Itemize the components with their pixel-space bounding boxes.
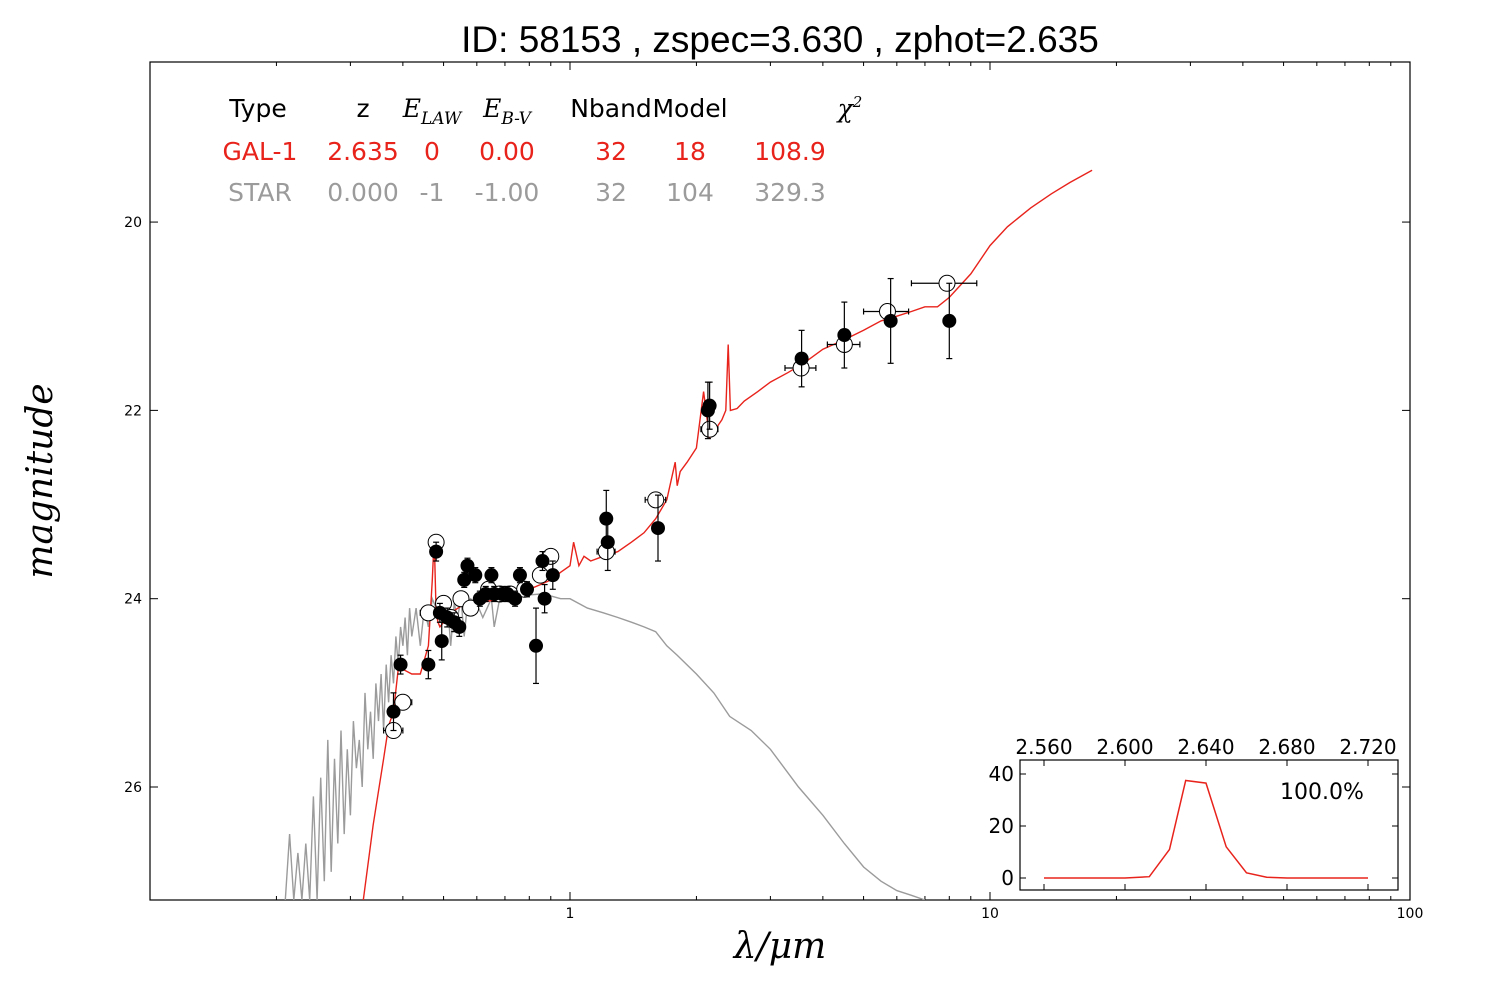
observed-mag-point: [457, 572, 472, 587]
inset-y-tick-label: 20: [989, 814, 1014, 838]
model-mag-point: [462, 599, 480, 617]
table-cell: -1: [420, 178, 445, 207]
table-header-ebv: EB-V: [482, 94, 533, 129]
model-mag-point: [394, 693, 412, 711]
observed-mag-point: [460, 558, 475, 573]
observed-mag-point: [942, 313, 957, 328]
inset-x-tick-label: 2.680: [1258, 735, 1315, 759]
observed-mag-point: [599, 511, 614, 526]
table-cell: 329.3: [754, 178, 826, 207]
table-cell: 108.9: [754, 137, 826, 166]
inset-x-tick-label: 2.720: [1339, 735, 1396, 759]
observed-mag-point: [535, 554, 550, 569]
table-cell: 0: [424, 137, 440, 166]
inset-percentage-label: 100.0%: [1280, 780, 1364, 805]
observed-mag-point: [421, 657, 436, 672]
table-header-chi2: χ2: [836, 93, 863, 123]
table-cell: 18: [674, 137, 706, 166]
inset-pdz-line: [1044, 779, 1368, 879]
observed-mag-point: [520, 582, 535, 597]
observed-mag-point: [883, 313, 898, 328]
observed-mag-point: [650, 521, 665, 536]
table-cell: GAL-1: [223, 137, 298, 166]
inset-axis-ticks: 2.560 2.600 2.640 2.680 2.720 0 20 40: [989, 735, 1398, 890]
observed-mag-point: [508, 591, 523, 606]
observed-mag-point: [386, 704, 401, 719]
y-tick-label: 22: [124, 403, 142, 419]
observed-mag-point: [529, 638, 544, 653]
table-header-elaw: ELAW: [402, 94, 463, 129]
inset-plot-data: [1044, 779, 1368, 879]
inset-x-tick-label: 2.560: [1015, 735, 1072, 759]
observed-mag-point: [393, 657, 408, 672]
inset-plot-frame: [1019, 759, 1399, 891]
table-header-type: Type: [228, 94, 286, 123]
observed-mag-point: [468, 568, 483, 583]
x-tick-label: 1: [566, 906, 575, 922]
table-cell: 0.000: [327, 178, 399, 207]
observed-mag-point: [512, 568, 527, 583]
observed-mag-point: [537, 591, 552, 606]
star-template-line: [284, 593, 926, 900]
y-axis-label: magnitude: [20, 383, 61, 578]
observed-mag-point: [434, 634, 449, 649]
galaxy-template-line: [362, 169, 1093, 900]
table-cell: 32: [595, 137, 627, 166]
x-tick-label: 100: [1397, 906, 1424, 922]
inset-y-tick-label: 40: [989, 762, 1014, 786]
main-plot-frame: [149, 61, 1411, 901]
fit-results-table: Type z ELAW EB-V Nband Model χ2 GAL-1 2.635 0 0.00…: [223, 93, 863, 207]
observed-mag-point: [702, 398, 717, 413]
inset-x-tick-label: 2.600: [1096, 735, 1153, 759]
y-tick-label: 24: [124, 592, 142, 608]
table-header-z: z: [356, 94, 369, 123]
inset-y-tick-label: 0: [1001, 866, 1014, 890]
y-tick-label: 26: [124, 780, 142, 796]
model-mag-point: [647, 491, 665, 509]
y-tick-label: 20: [124, 215, 142, 231]
table-header-nband: Nband: [570, 94, 652, 123]
chart-title: ID: 58153 , zspec=3.630 , zphot=2.635: [461, 19, 1099, 60]
observed-mag-point: [452, 619, 467, 634]
table-cell: -1.00: [475, 178, 540, 207]
observed-mag-point: [794, 351, 809, 366]
table-header-model: Model: [652, 94, 727, 123]
inset-x-tick-label: 2.640: [1177, 735, 1234, 759]
table-cell: 32: [595, 178, 627, 207]
table-cell: 104: [666, 178, 714, 207]
table-cell: STAR: [228, 178, 292, 207]
observed-mag-point: [484, 568, 499, 583]
observed-mag-point: [545, 568, 560, 583]
x-axis-label: λ/μm: [732, 926, 826, 967]
table-cell: 0.00: [479, 137, 535, 166]
table-cell: 2.635: [327, 137, 399, 166]
x-tick-label: 10: [981, 906, 999, 922]
main-axis-ticks: 1 10 100 20 22 24 26: [124, 62, 1423, 922]
observed-mag-point: [600, 535, 615, 550]
observed-mag-point: [429, 544, 444, 559]
observed-mag-point: [837, 328, 852, 343]
main-plot-data: [284, 169, 1093, 900]
